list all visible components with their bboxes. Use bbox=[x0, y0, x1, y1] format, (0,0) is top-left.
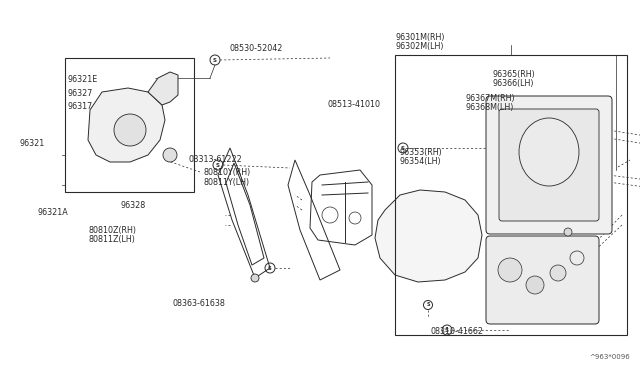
Text: 96321: 96321 bbox=[19, 139, 44, 148]
Text: 96302M(LH): 96302M(LH) bbox=[396, 42, 444, 51]
Text: 80811Y(LH): 80811Y(LH) bbox=[204, 178, 250, 187]
Text: 08530-52042: 08530-52042 bbox=[229, 44, 282, 53]
Text: 96321A: 96321A bbox=[37, 208, 68, 217]
Text: S: S bbox=[426, 302, 429, 308]
Text: S: S bbox=[445, 327, 449, 333]
FancyBboxPatch shape bbox=[486, 236, 599, 324]
Text: 96301M(RH): 96301M(RH) bbox=[396, 33, 445, 42]
Circle shape bbox=[251, 274, 259, 282]
Text: 80811Z(LH): 80811Z(LH) bbox=[88, 235, 135, 244]
Text: 08310-41662: 08310-41662 bbox=[430, 327, 483, 336]
Text: 96328: 96328 bbox=[120, 201, 145, 210]
FancyBboxPatch shape bbox=[499, 109, 599, 221]
Text: 08513-41010: 08513-41010 bbox=[328, 100, 381, 109]
Text: 80810Z(RH): 80810Z(RH) bbox=[88, 226, 136, 235]
Text: S: S bbox=[268, 266, 272, 270]
Text: ^963*0096: ^963*0096 bbox=[589, 354, 630, 360]
Polygon shape bbox=[148, 72, 178, 105]
Circle shape bbox=[163, 148, 177, 162]
Circle shape bbox=[564, 228, 572, 236]
Bar bbox=[395, 55, 627, 335]
Text: S: S bbox=[213, 58, 217, 62]
Text: 96365(RH): 96365(RH) bbox=[493, 70, 536, 79]
Polygon shape bbox=[375, 190, 482, 282]
Text: S: S bbox=[216, 163, 220, 167]
Circle shape bbox=[550, 265, 566, 281]
Circle shape bbox=[114, 114, 146, 146]
Text: 96317: 96317 bbox=[67, 102, 92, 110]
Text: 96368M(LH): 96368M(LH) bbox=[466, 103, 515, 112]
Text: 0B313-61222: 0B313-61222 bbox=[189, 155, 243, 164]
Ellipse shape bbox=[519, 118, 579, 186]
Text: 96321E: 96321E bbox=[67, 76, 97, 84]
Polygon shape bbox=[88, 88, 165, 162]
Text: 96354(LH): 96354(LH) bbox=[400, 157, 442, 166]
Text: S: S bbox=[401, 145, 405, 151]
Text: 96366(LH): 96366(LH) bbox=[493, 79, 534, 88]
Text: 96367M(RH): 96367M(RH) bbox=[466, 94, 516, 103]
Circle shape bbox=[498, 258, 522, 282]
Text: 08363-61638: 08363-61638 bbox=[173, 299, 226, 308]
Circle shape bbox=[526, 276, 544, 294]
Text: 96327: 96327 bbox=[67, 89, 93, 97]
Text: 96353(RH): 96353(RH) bbox=[400, 148, 443, 157]
Bar bbox=[65, 58, 194, 192]
FancyBboxPatch shape bbox=[486, 96, 612, 234]
Text: 80810Y(RH): 80810Y(RH) bbox=[204, 169, 251, 177]
